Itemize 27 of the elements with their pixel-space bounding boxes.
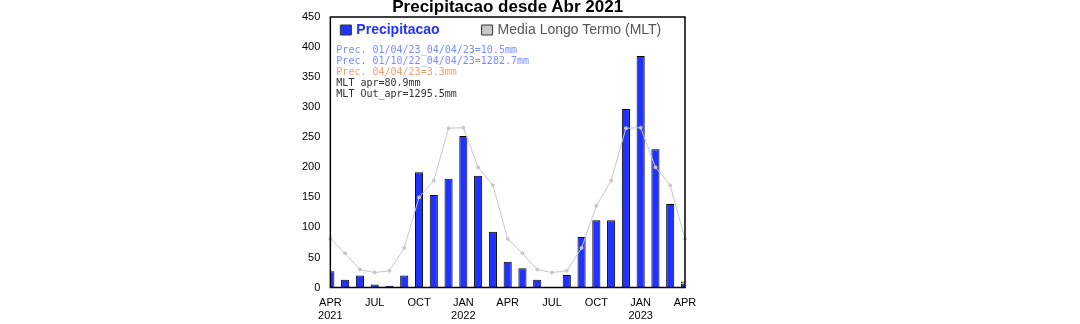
annotation: Prec. 01/10/22_04/04/23=1282.7mm bbox=[336, 54, 530, 67]
legend-label: Precipitacao bbox=[356, 20, 440, 37]
y-tick-label: 300 bbox=[301, 100, 321, 113]
y-tick-label: 250 bbox=[301, 130, 321, 143]
annotation: MLT Out_apr=1295.5mm bbox=[336, 87, 457, 100]
x-tick-label: JAN 2022 bbox=[451, 296, 476, 322]
y-tick-label: 350 bbox=[301, 70, 321, 83]
annotation: Prec. 04/04/23=3.3mm bbox=[336, 65, 457, 77]
x-tick-label: JUL bbox=[542, 296, 562, 309]
annotation: Prec. 01/04/23_04/04/23=10.5mm bbox=[336, 43, 517, 56]
annotation: MLT apr=80.9mm bbox=[336, 76, 421, 88]
x-tick-label: JUL bbox=[364, 296, 385, 309]
x-tick-label: APR bbox=[673, 296, 697, 309]
y-tick-label: 450 bbox=[301, 10, 321, 23]
y-tick-label: 400 bbox=[301, 40, 321, 53]
x-tick-label: OCT bbox=[584, 296, 609, 309]
chart-title: Precipitacao desde Abr 2021 bbox=[392, 0, 624, 17]
y-tick-label: 150 bbox=[301, 190, 321, 203]
y-tick-label: 50 bbox=[308, 250, 321, 263]
y-tick-label: 0 bbox=[314, 280, 321, 293]
legend-label: Media Longo Termo (MLT) bbox=[497, 20, 662, 37]
x-tick-label: JAN 2023 bbox=[628, 296, 653, 322]
y-tick-label: 200 bbox=[301, 160, 321, 173]
x-tick-label: OCT bbox=[407, 296, 431, 309]
y-tick-label: 100 bbox=[301, 220, 321, 233]
x-tick-label: APR 2021 bbox=[318, 296, 343, 322]
x-tick-label: APR bbox=[496, 296, 520, 309]
